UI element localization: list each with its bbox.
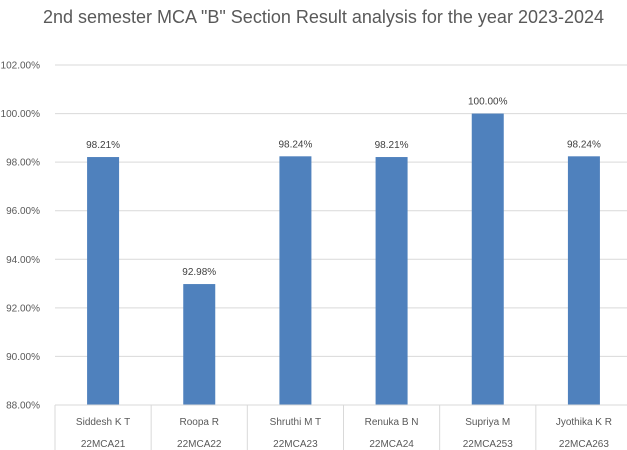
gridlines (55, 64, 627, 357)
y-tick-label: 96.00% (6, 206, 40, 217)
y-tick-label: 94.00% (6, 255, 40, 266)
x-tick-label-name: Siddesh K T (76, 417, 130, 428)
data-labels: 98.21% 92.98% 98.24% 98.21% 100.00% 98.24% (86, 97, 601, 278)
y-tick-label: 102.00% (1, 61, 41, 72)
x-tick-label-id: 22MCA22 (177, 439, 222, 450)
bar (87, 157, 120, 405)
y-tick-label: 92.00% (6, 303, 40, 314)
data-label: 98.24% (278, 139, 312, 150)
y-tick-label: 88.00% (6, 401, 40, 412)
y-tick-label: 98.00% (6, 158, 40, 169)
x-tick-label-name: Supriya M (465, 417, 510, 428)
bar (471, 113, 504, 406)
x-tick-label-id: 22MCA24 (369, 439, 414, 450)
x-tick-label-name: Jyothika K R (556, 417, 612, 428)
data-label: 92.98% (182, 267, 216, 278)
bar (567, 156, 600, 405)
data-label: 98.21% (375, 140, 409, 151)
x-axis: Siddesh K T 22MCA21 Roopa R 22MCA22 Shruthi … (54, 404, 627, 450)
x-tick-label-name: Shruthi M T (270, 417, 322, 428)
y-tick-label: 90.00% (6, 352, 40, 363)
x-tick-label-name: Renuka B N (365, 417, 419, 428)
bar (183, 284, 216, 405)
x-tick-label-id: 22MCA263 (559, 439, 609, 450)
bar (279, 156, 312, 405)
y-axis-ticks: 88.00% 90.00% 92.00% 94.00% 96.00% 98.00% 100.… (1, 61, 41, 412)
data-label: 98.24% (567, 139, 601, 150)
data-label: 100.00% (468, 97, 508, 108)
bar (375, 157, 408, 405)
y-tick-label: 100.00% (1, 109, 41, 120)
bars (87, 113, 600, 406)
x-tick-label-id: 22MCA23 (273, 439, 318, 450)
chart-title: 2nd semester MCA "B" Section Result anal… (42, 7, 605, 27)
x-tick-label-id: 22MCA253 (463, 439, 513, 450)
x-tick-label-id: 22MCA21 (81, 439, 126, 450)
data-label: 98.21% (86, 140, 120, 151)
x-tick-label-name: Roopa R (180, 417, 219, 428)
